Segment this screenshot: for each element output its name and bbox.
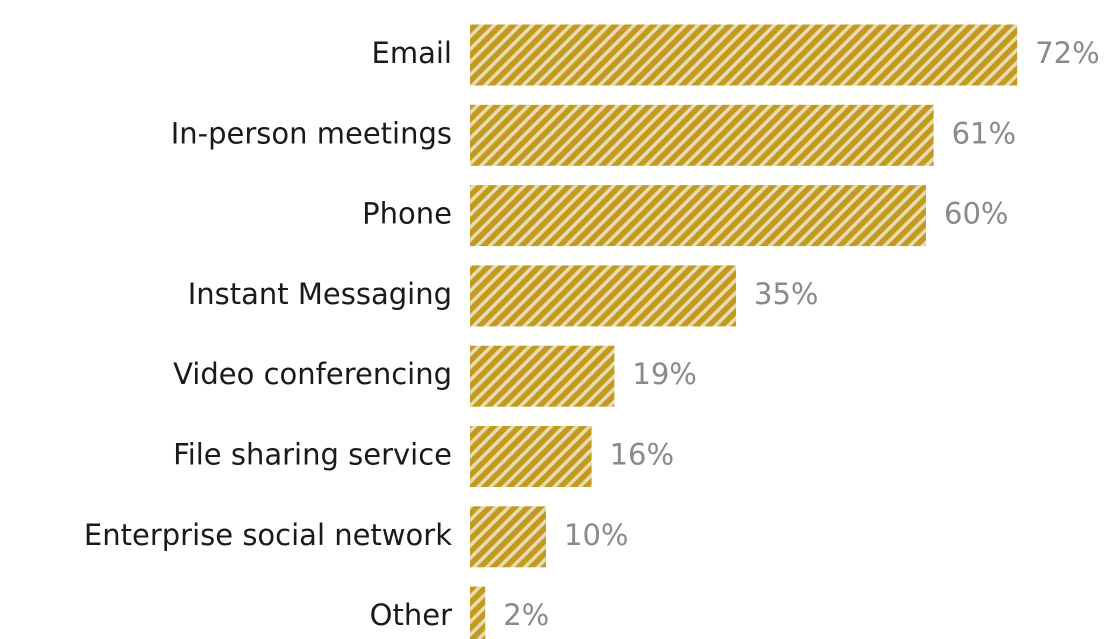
value-label: 10% — [564, 518, 628, 552]
category-label: Other — [370, 598, 452, 632]
category-label: Phone — [362, 197, 452, 231]
bar — [470, 185, 926, 247]
bar — [470, 345, 615, 407]
category-label: Enterprise social network — [84, 518, 452, 552]
category-label: Instant Messaging — [188, 277, 452, 311]
value-label: 61% — [952, 116, 1016, 150]
value-label: 16% — [610, 438, 674, 472]
bar — [470, 586, 486, 639]
value-label: 60% — [944, 197, 1008, 231]
value-label: 2% — [503, 598, 549, 632]
bar — [470, 265, 736, 327]
category-label: In-person meetings — [171, 116, 452, 150]
bar — [470, 24, 1018, 86]
bar — [470, 426, 592, 487]
category-label: Email — [372, 36, 452, 70]
value-label: 72% — [1035, 36, 1099, 70]
category-label: Video conferencing — [173, 357, 452, 391]
value-label: 19% — [632, 357, 696, 391]
bar — [470, 506, 546, 568]
bar — [470, 104, 934, 166]
value-label: 35% — [754, 277, 818, 311]
category-label: File sharing service — [173, 438, 452, 472]
